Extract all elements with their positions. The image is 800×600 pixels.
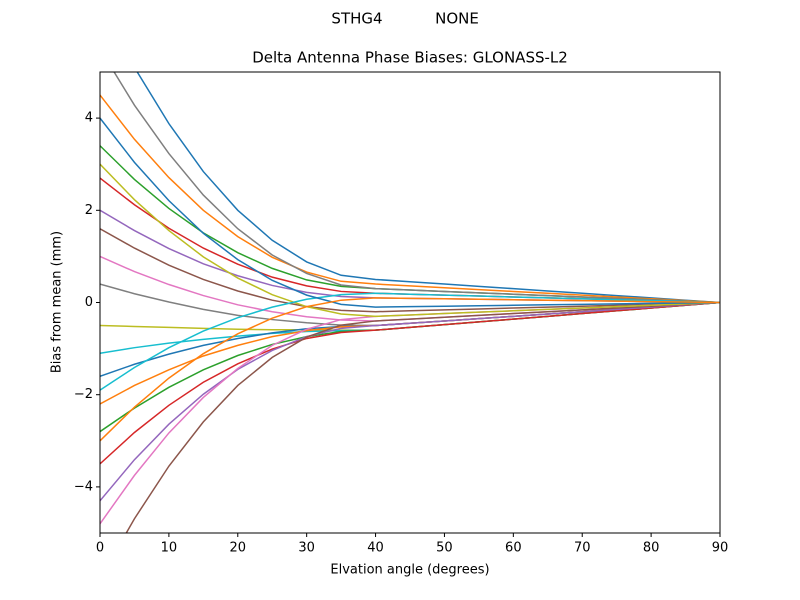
series-line: [100, 301, 720, 502]
series-line: [125, 301, 720, 533]
chart-title: Delta Antenna Phase Biases: GLONASS-L2: [252, 49, 568, 67]
series-line: [100, 177, 720, 304]
x-tick-label: 70: [574, 541, 591, 556]
series-line: [100, 301, 720, 465]
x-tick-label: 90: [712, 541, 729, 556]
x-tick-label: 80: [643, 541, 660, 556]
x-tick-label: 60: [505, 541, 522, 556]
series-line: [136, 72, 720, 304]
series-line: [100, 292, 720, 391]
suptitle-right: NONE: [435, 10, 479, 28]
y-tick-label: 4: [85, 111, 93, 126]
y-tick-label: −4: [74, 479, 93, 494]
x-tick-label: 20: [230, 541, 247, 556]
x-axis-label: Elvation angle (degrees): [330, 563, 489, 578]
x-tick-label: 10: [161, 541, 178, 556]
plot-lines: [100, 72, 720, 533]
y-tick-label: −2: [74, 387, 93, 402]
series-line: [100, 297, 720, 442]
series-line: [100, 117, 720, 308]
x-tick-label: 50: [436, 541, 453, 556]
y-tick-label: 2: [85, 203, 93, 218]
x-tick-label: 0: [96, 541, 104, 556]
series-line: [100, 94, 720, 304]
suptitle-left: STHG4: [331, 10, 382, 28]
series-line: [100, 301, 720, 377]
series-line: [100, 301, 720, 433]
x-tick-label: 30: [298, 541, 315, 556]
axes-frame: [99, 71, 721, 534]
y-tick-label: 0: [85, 295, 93, 310]
x-tick-label: 40: [367, 541, 384, 556]
series-line: [113, 72, 720, 304]
series-line: [100, 163, 720, 318]
y-axis-label: Bias from mean (mm): [50, 231, 65, 373]
series-line: [100, 228, 720, 313]
